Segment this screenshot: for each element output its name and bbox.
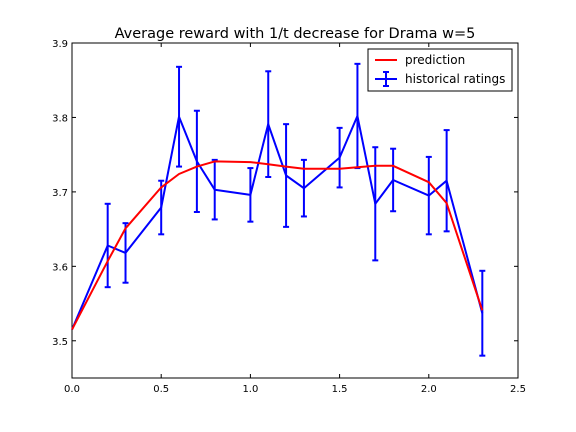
plot-area <box>71 42 519 379</box>
y-tick-label: 3.9 <box>52 39 68 50</box>
chart-title: Average reward with 1/t decrease for Dra… <box>115 26 476 42</box>
legend-label-prediction: prediction <box>405 53 465 67</box>
series-line-historical-ratings <box>71 115 484 330</box>
x-tick-label: 0.5 <box>153 384 169 395</box>
legend-box <box>367 48 513 92</box>
series-line-prediction <box>71 160 484 331</box>
y-tick-label: 3.8 <box>52 113 68 124</box>
x-tick-label: 1.5 <box>332 384 348 395</box>
legend: prediction historical ratings <box>367 48 513 92</box>
y-tick-label: 3.5 <box>52 337 68 348</box>
x-tick-label: 0.0 <box>64 384 80 395</box>
y-tick-label: 3.7 <box>52 188 68 199</box>
x-tick-label: 2.5 <box>510 384 526 395</box>
x-tick-label: 2.0 <box>421 384 437 395</box>
legend-label-historical: historical ratings <box>405 72 505 86</box>
x-tick-label: 1.0 <box>242 384 258 395</box>
y-tick-label: 3.6 <box>52 262 68 273</box>
